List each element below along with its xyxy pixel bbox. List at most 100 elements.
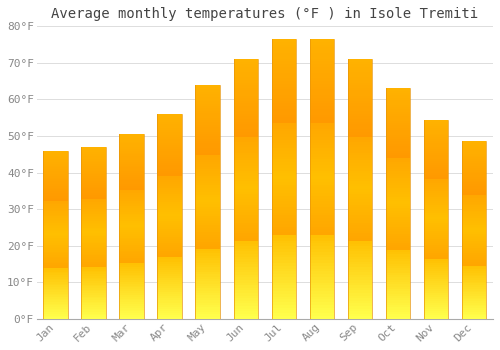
Bar xyxy=(44,206,68,208)
Bar xyxy=(348,153,372,155)
Bar xyxy=(310,193,334,196)
Bar xyxy=(158,174,182,175)
Bar xyxy=(272,140,296,142)
Bar xyxy=(310,252,334,254)
Bar xyxy=(234,210,258,212)
Bar xyxy=(234,241,258,244)
Bar xyxy=(348,166,372,168)
Bar xyxy=(310,78,334,81)
Bar xyxy=(272,115,296,118)
Bar xyxy=(82,180,106,181)
Bar xyxy=(424,275,448,277)
Bar xyxy=(462,209,486,211)
Bar xyxy=(386,125,410,128)
Bar xyxy=(196,122,220,125)
Bar xyxy=(158,153,182,155)
Bar xyxy=(310,170,334,173)
Bar xyxy=(158,274,182,276)
Bar xyxy=(310,148,334,151)
Bar xyxy=(82,187,106,188)
Bar xyxy=(272,252,296,254)
Bar xyxy=(44,250,68,252)
Bar xyxy=(44,317,68,319)
Bar xyxy=(386,144,410,146)
Bar xyxy=(272,59,296,62)
Bar xyxy=(348,137,372,140)
Bar xyxy=(386,291,410,294)
Bar xyxy=(386,148,410,150)
Bar xyxy=(272,128,296,131)
Bar xyxy=(82,178,106,180)
Bar xyxy=(272,78,296,81)
Bar xyxy=(310,291,334,294)
Bar xyxy=(348,316,372,319)
Bar xyxy=(44,188,68,189)
Bar xyxy=(272,39,296,42)
Bar xyxy=(386,105,410,107)
Bar xyxy=(462,212,486,214)
Bar xyxy=(386,130,410,132)
Bar xyxy=(158,241,182,243)
Bar xyxy=(120,169,144,171)
Bar xyxy=(272,184,296,187)
Bar xyxy=(158,317,182,319)
Bar xyxy=(158,223,182,225)
Bar xyxy=(310,109,334,112)
Bar xyxy=(196,316,220,319)
Bar xyxy=(120,280,144,282)
Bar xyxy=(158,134,182,136)
Bar xyxy=(158,182,182,184)
Bar xyxy=(120,239,144,241)
Bar xyxy=(120,226,144,229)
Bar xyxy=(386,199,410,201)
Bar xyxy=(234,267,258,270)
Bar xyxy=(158,184,182,186)
Bar xyxy=(120,269,144,271)
Bar xyxy=(386,102,410,105)
Bar xyxy=(386,183,410,185)
Bar xyxy=(158,147,182,149)
Bar xyxy=(82,205,106,207)
Bar xyxy=(386,137,410,139)
Bar xyxy=(158,188,182,190)
Bar xyxy=(158,216,182,218)
Bar xyxy=(462,161,486,163)
Bar xyxy=(44,152,68,154)
Bar xyxy=(158,278,182,280)
Bar xyxy=(348,124,372,127)
Bar xyxy=(234,72,258,75)
Bar xyxy=(120,208,144,210)
Bar xyxy=(158,284,182,286)
Bar xyxy=(386,89,410,91)
Bar xyxy=(158,231,182,233)
Bar xyxy=(158,128,182,131)
Bar xyxy=(424,301,448,303)
Bar xyxy=(120,166,144,167)
Bar xyxy=(234,272,258,275)
Bar xyxy=(196,211,220,213)
Bar xyxy=(44,309,68,310)
Bar xyxy=(82,252,106,253)
Bar xyxy=(120,210,144,212)
Bar xyxy=(462,223,486,225)
Bar xyxy=(272,109,296,112)
Bar xyxy=(310,162,334,165)
Bar xyxy=(462,246,486,248)
Bar xyxy=(424,179,448,181)
Bar xyxy=(196,162,220,164)
Bar xyxy=(196,293,220,295)
Bar xyxy=(348,251,372,254)
Bar xyxy=(386,217,410,220)
Bar xyxy=(82,269,106,271)
Bar xyxy=(272,235,296,238)
Bar xyxy=(234,121,258,124)
Bar xyxy=(348,311,372,314)
Bar xyxy=(234,254,258,257)
Bar xyxy=(44,158,68,159)
Bar xyxy=(348,264,372,267)
Bar xyxy=(120,173,144,175)
Bar xyxy=(386,227,410,229)
Bar xyxy=(272,246,296,249)
Bar xyxy=(348,106,372,108)
Bar xyxy=(44,159,68,161)
